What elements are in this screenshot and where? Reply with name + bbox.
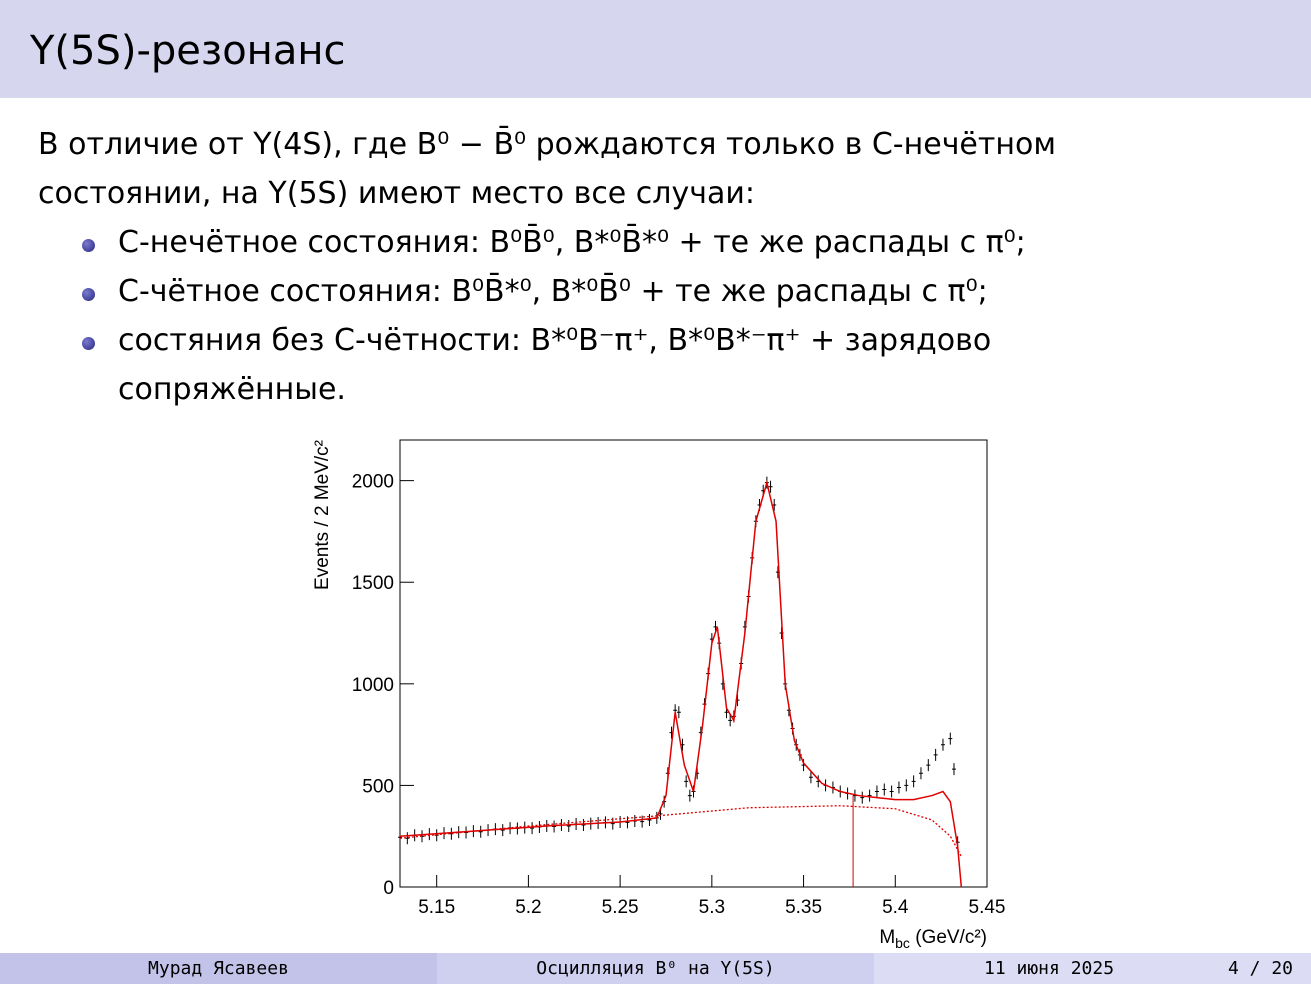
- bullet-line: сопряжённые.: [118, 372, 346, 407]
- x-tick-label: 5.2: [515, 897, 541, 918]
- data-point: [926, 759, 931, 772]
- bullet-line: C-чётное состояния: B⁰B̄*⁰, B*⁰B̄⁰ + те …: [118, 274, 988, 309]
- data-point: [933, 748, 938, 761]
- slide-title: Υ(5S)-резонанс: [30, 28, 346, 74]
- footer-author: Мурад Ясавеев: [0, 953, 437, 984]
- plot-frame: [399, 439, 988, 888]
- bullet-line: состяния без C-чётности: B*⁰B⁻π⁺, B*⁰B*⁻…: [118, 323, 992, 358]
- y-tick-label: 2000: [352, 472, 394, 493]
- footer-page: 4 / 20: [1227, 958, 1293, 979]
- data-point: [951, 763, 956, 776]
- data-point: [500, 824, 505, 837]
- y-tick-label: 1000: [352, 675, 394, 696]
- y-tick-label: 500: [362, 776, 394, 797]
- intro-line: В отличие от Υ(4S), где B⁰ − B̄⁰ рождают…: [38, 127, 1056, 162]
- x-tick-label: 5.4: [882, 897, 909, 918]
- x-axis-label: Mbc (GeV/c²): [879, 927, 987, 950]
- data-point: [566, 820, 571, 833]
- data-point: [904, 779, 909, 792]
- bullet-marker: [82, 288, 95, 301]
- x-tick-label: 5.3: [699, 897, 725, 918]
- intro-line: состоянии, на Υ(5S) имеют место все случ…: [38, 176, 755, 211]
- data-point: [896, 781, 901, 794]
- y-tick-label: 1500: [352, 573, 394, 594]
- data-point: [911, 775, 916, 788]
- data-point: [768, 480, 773, 493]
- x-tick-label: 5.25: [602, 897, 639, 918]
- chart: 0 500 1000 1500 2000 5.15 5.2 5.25 5.3 5.35 5.4 5.4…: [312, 439, 1006, 950]
- data-point: [398, 831, 402, 844]
- data-point: [889, 785, 894, 798]
- bullet-line: C-нечётное состояния: B⁰B̄⁰, B*⁰B̄*⁰ + т…: [118, 225, 1026, 260]
- data-point: [478, 825, 483, 838]
- header: Υ(5S)-резонанс: [0, 0, 1311, 98]
- data-point: [647, 813, 652, 826]
- x-tick-label: 5.35: [785, 897, 822, 918]
- data-point: [874, 785, 879, 798]
- fit-curve: [399, 479, 963, 888]
- data-point: [687, 789, 692, 802]
- x-tick-label: 5.45: [969, 897, 1006, 918]
- data-point: [640, 815, 645, 828]
- data-point: [581, 819, 586, 832]
- data-point: [867, 789, 872, 802]
- x-axis-label-part: M: [879, 927, 895, 948]
- footer-talk: Осцилляция B⁰ на Υ(5S): [437, 953, 874, 984]
- data-point: [808, 771, 813, 784]
- data-point: [948, 732, 953, 745]
- y-axis-label: Events / 2 MeV/c²: [312, 440, 333, 590]
- data-point: [940, 738, 945, 751]
- x-axis-label-part: (GeV/c²): [910, 927, 987, 948]
- data-point: [860, 791, 865, 804]
- data-point: [530, 822, 535, 835]
- data-point: [676, 706, 681, 719]
- data-point: [882, 783, 887, 796]
- data-point: [684, 775, 689, 788]
- bullet-marker: [82, 239, 95, 252]
- x-tick-label: 5.15: [418, 897, 455, 918]
- bullet-marker: [82, 337, 95, 350]
- footer-date: 11 июня 2025: [984, 958, 1115, 979]
- data-point: [918, 767, 923, 780]
- footer-info: 11 июня 2025 4 / 20: [874, 953, 1311, 984]
- x-axis-label-part: bc: [895, 935, 910, 950]
- y-tick-label: 0: [383, 878, 394, 899]
- footer: Мурад Ясавеев Осцилляция B⁰ на Υ(5S) 11 …: [0, 953, 1311, 984]
- background-curve: [399, 805, 962, 857]
- data-point: [728, 714, 733, 727]
